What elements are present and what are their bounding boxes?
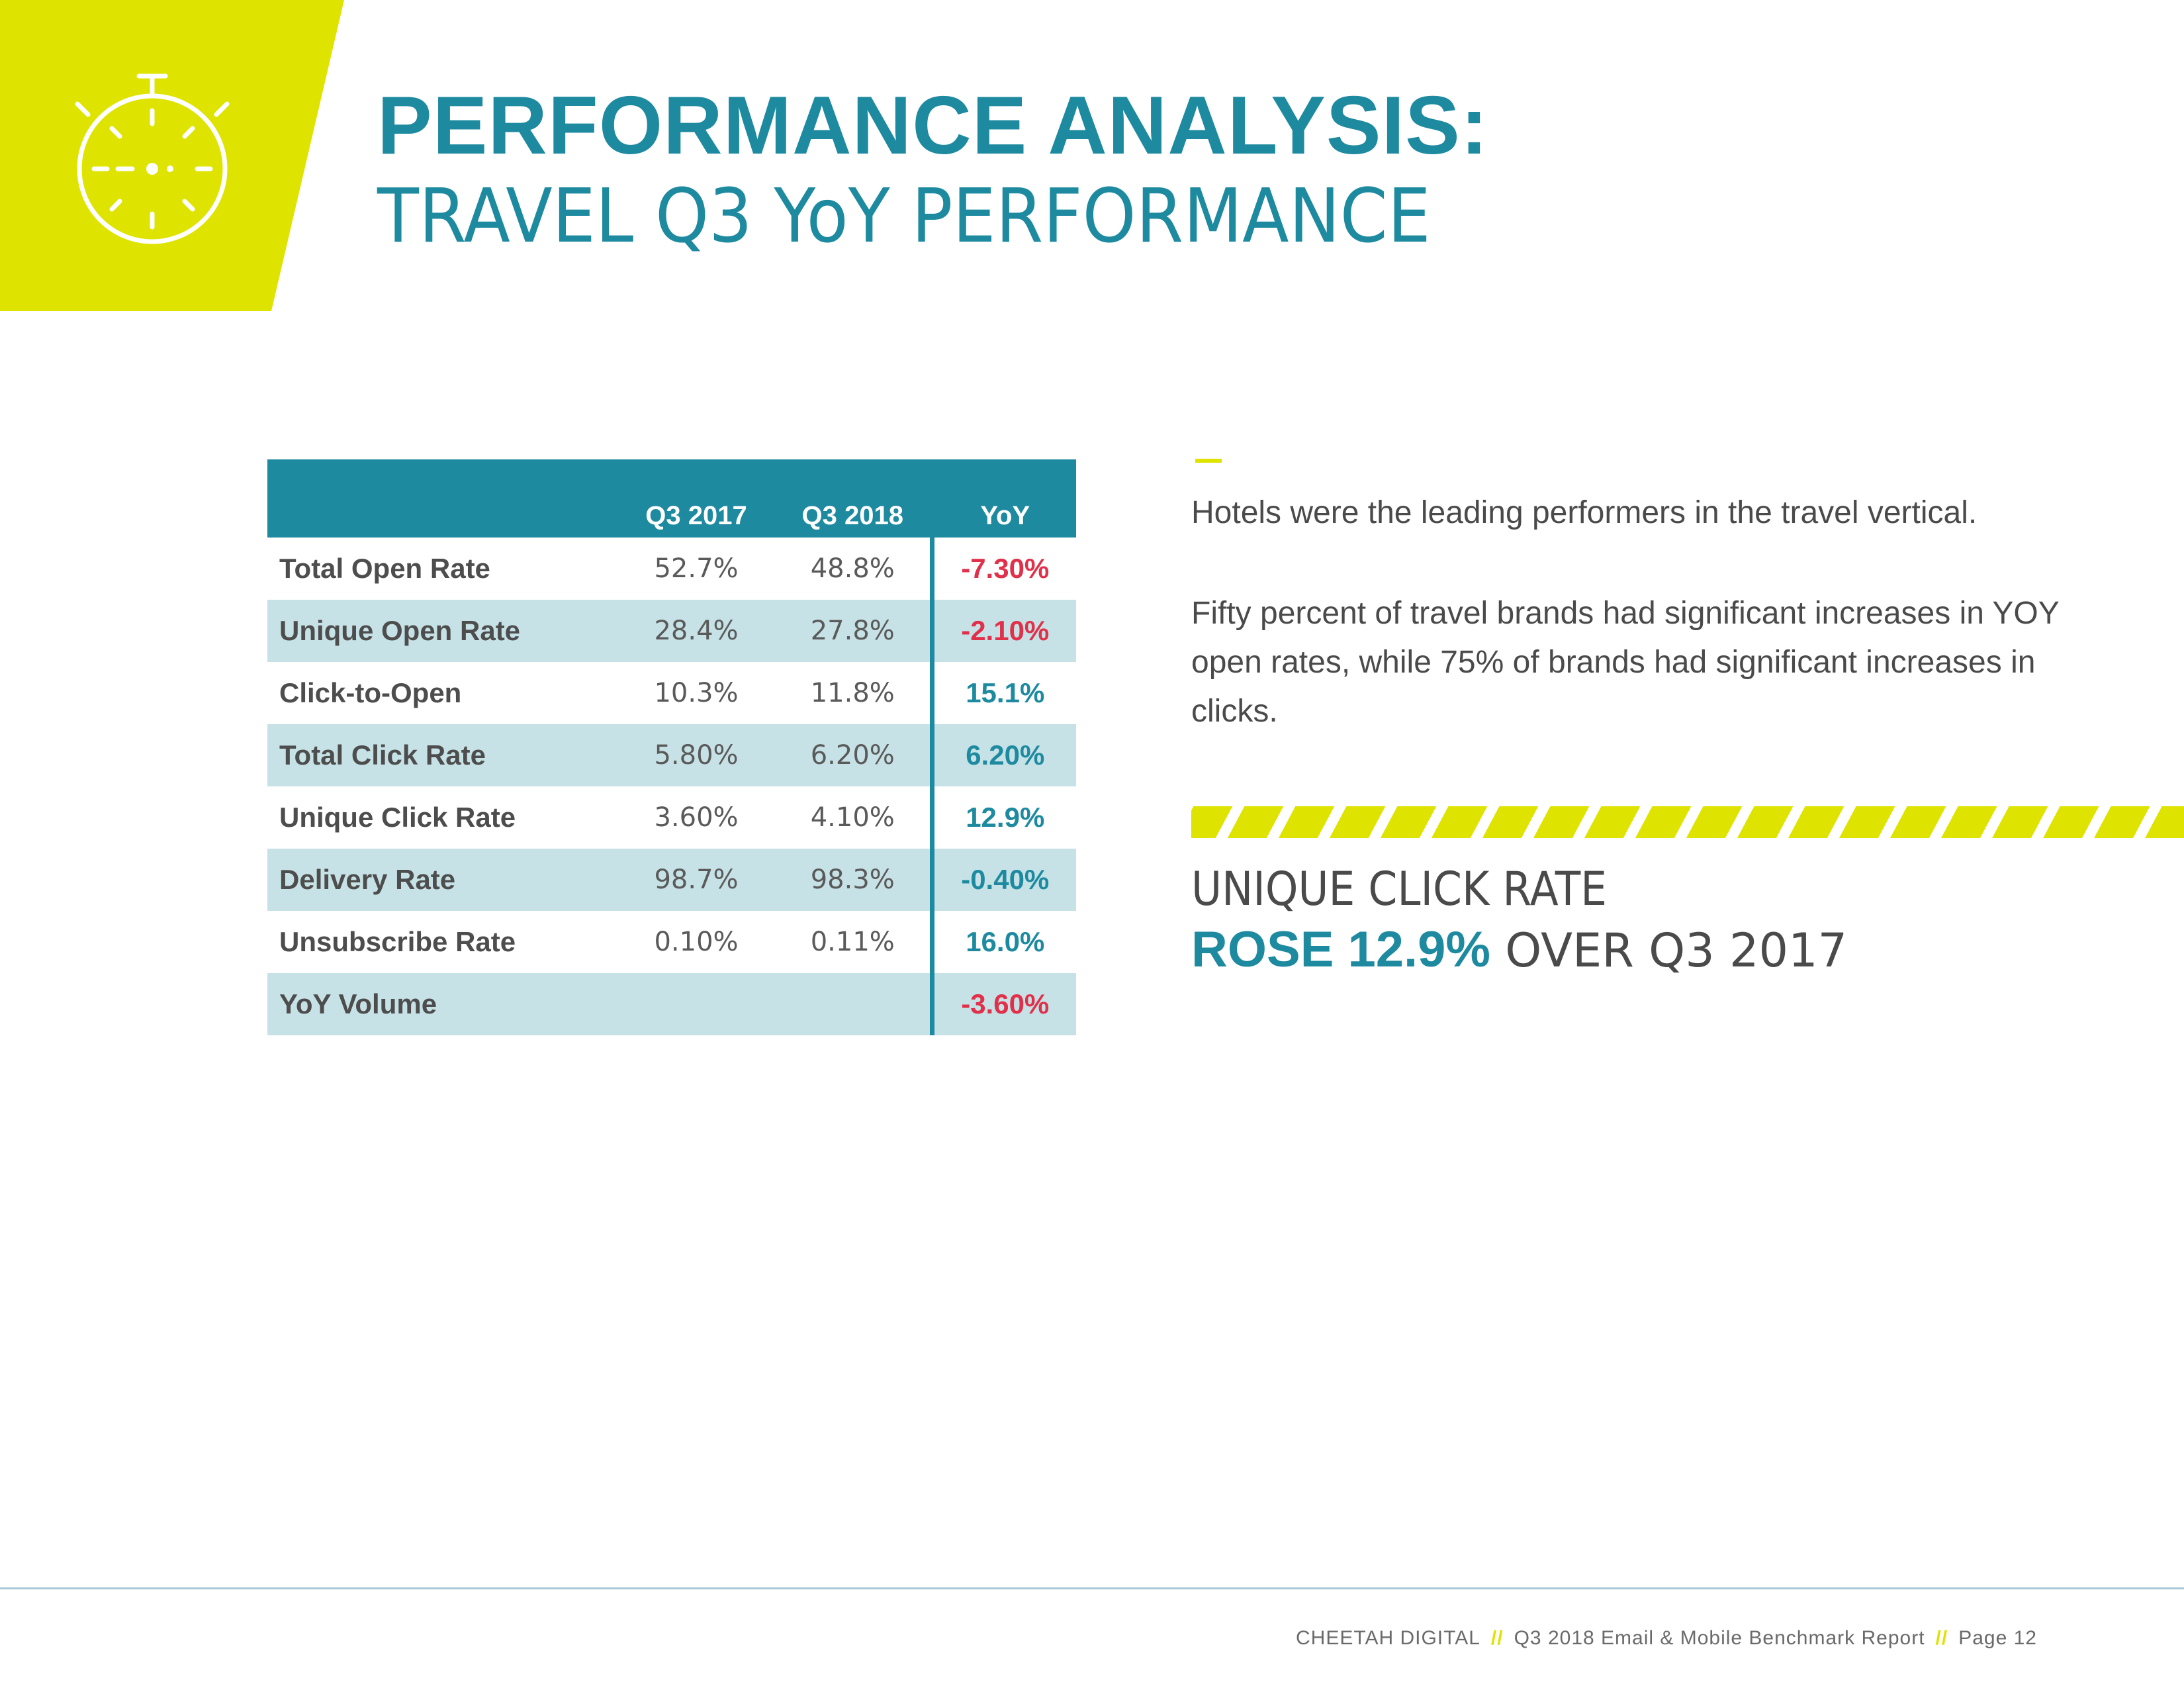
callout-stat-rest: OVER Q3 2017 bbox=[1490, 923, 1848, 978]
value-q3-2017: 98.7% bbox=[617, 849, 776, 911]
value-q3-2018: 4.10% bbox=[810, 802, 895, 833]
row-label: Delivery Rate bbox=[267, 849, 617, 911]
stopwatch-icon bbox=[75, 73, 230, 244]
row-label: Click-to-Open bbox=[279, 677, 462, 708]
performance-table: Q3 2017 Q3 2018 YoY Total Open Rate 52.7%… bbox=[267, 459, 1076, 1035]
value-yoy: -3.60% bbox=[929, 973, 1076, 1035]
value-q3-2018: 48.8% bbox=[810, 553, 895, 584]
footer: CHEETAH DIGITAL // Q3 2018 Email & Mobile … bbox=[1296, 1627, 2037, 1650]
value-q3-2017: 28.4% bbox=[617, 600, 776, 662]
value-q3-2017: 10.3% bbox=[654, 678, 739, 708]
value-yoy: 16.0% bbox=[929, 911, 1076, 973]
callout-stat-highlight: ROSE 12.9% bbox=[1191, 921, 1490, 978]
table-row: Delivery Rate 98.7% 98.3% -0.40% bbox=[267, 849, 1076, 911]
value-q3-2017 bbox=[617, 973, 776, 1035]
footer-separator: // bbox=[1935, 1627, 1948, 1649]
row-label: Total Open Rate bbox=[279, 553, 490, 584]
body-paragraph-2: Fifty percent of travel brands had signi… bbox=[1191, 596, 2059, 729]
value-q3-2018: 6.20% bbox=[776, 724, 932, 786]
footer-separator: // bbox=[1490, 1627, 1504, 1649]
value-yoy: 12.9% bbox=[929, 786, 1076, 849]
row-label: Unsubscribe Rate bbox=[279, 926, 516, 957]
footer-brand: CHEETAH DIGITAL bbox=[1296, 1627, 1480, 1649]
value-yoy: -0.40% bbox=[929, 849, 1076, 911]
value-q3-2018: 98.3% bbox=[776, 849, 932, 911]
table-row: YoY Volume -3.60% bbox=[267, 973, 1076, 1035]
row-label: Unique Click Rate bbox=[279, 802, 516, 833]
table-row: Unique Click Rate 3.60% 4.10% 12.9% bbox=[267, 786, 1076, 849]
table-header-label bbox=[267, 459, 617, 538]
callout-stat: ROSE 12.9% OVER Q3 2017 bbox=[1191, 920, 2184, 980]
footer-rule bbox=[0, 1587, 2184, 1589]
value-q3-2018: 0.11% bbox=[810, 927, 895, 957]
accent-dash bbox=[1195, 459, 1222, 463]
page-subtitle: TRAVEL Q3 YoY PERFORMANCE bbox=[377, 173, 1431, 259]
table-header-yoy: YoY bbox=[932, 459, 1076, 538]
table-row: Unique Open Rate 28.4% 27.8% -2.10% bbox=[267, 600, 1076, 662]
callout-heading: UNIQUE CLICK RATE bbox=[1191, 862, 1608, 916]
value-yoy: -7.30% bbox=[929, 538, 1076, 600]
body-paragraph-1: Hotels were the leading performers in th… bbox=[1191, 495, 1978, 530]
table-header-q3-2018: Q3 2018 bbox=[776, 459, 932, 538]
value-q3-2018: 11.8% bbox=[810, 678, 895, 708]
value-yoy: -2.10% bbox=[929, 600, 1076, 662]
table-row: Unsubscribe Rate 0.10% 0.11% 16.0% bbox=[267, 911, 1076, 973]
value-yoy: 15.1% bbox=[929, 662, 1076, 724]
value-q3-2017: 5.80% bbox=[617, 724, 776, 786]
footer-report-title: Q3 2018 Email & Mobile Benchmark Report bbox=[1514, 1627, 1925, 1649]
table-row: Click-to-Open 10.3% 11.8% 15.1% bbox=[267, 662, 1076, 724]
value-q3-2017: 52.7% bbox=[654, 553, 739, 584]
row-label: Unique Open Rate bbox=[267, 600, 617, 662]
footer-page-number: Page 12 bbox=[1958, 1627, 2037, 1649]
row-label: Total Click Rate bbox=[267, 724, 617, 786]
table-header-row: Q3 2017 Q3 2018 YoY bbox=[267, 459, 1076, 538]
table-header-q3-2017: Q3 2017 bbox=[617, 459, 776, 538]
value-q3-2017: 0.10% bbox=[654, 927, 739, 957]
row-label: YoY Volume bbox=[267, 973, 617, 1035]
striped-divider bbox=[1191, 806, 2184, 838]
value-q3-2018: 27.8% bbox=[776, 600, 932, 662]
value-q3-2018 bbox=[776, 973, 932, 1035]
table-row: Total Click Rate 5.80% 6.20% 6.20% bbox=[267, 724, 1076, 786]
value-yoy: 6.20% bbox=[929, 724, 1076, 786]
page-title: PERFORMANCE ANALYSIS: bbox=[377, 80, 1489, 171]
value-q3-2017: 3.60% bbox=[654, 802, 739, 833]
table-row: Total Open Rate 52.7% 48.8% -7.30% bbox=[267, 538, 1076, 600]
